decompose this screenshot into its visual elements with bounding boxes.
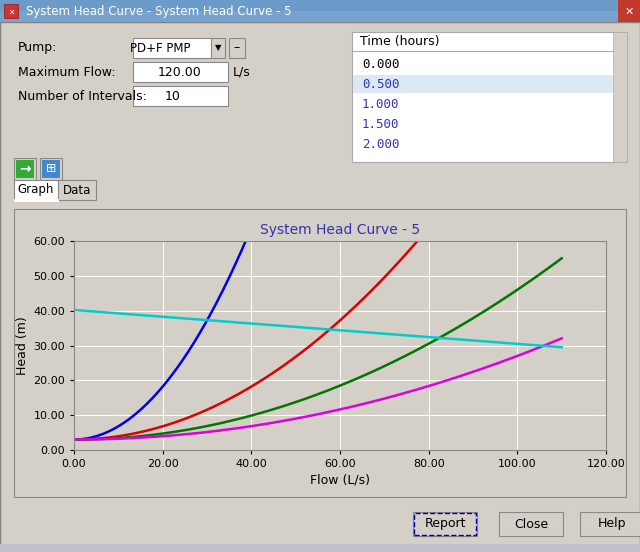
Text: Help: Help (598, 518, 627, 530)
Text: PD+F PMP: PD+F PMP (130, 41, 190, 55)
Bar (16, 160, 34, 178)
Bar (133, 86, 228, 106)
Y-axis label: Head (m): Head (m) (16, 316, 29, 375)
Bar (499, 512, 563, 536)
Text: 120.00: 120.00 (158, 66, 202, 78)
Bar (14, 180, 58, 200)
Text: 0.000: 0.000 (362, 57, 399, 71)
Bar (413, 512, 477, 536)
Text: Time (hours): Time (hours) (360, 35, 440, 49)
Text: System Head Curve - System Head Curve - 5: System Head Curve - System Head Curve - … (26, 6, 292, 19)
Bar (352, 51, 613, 52)
Bar (40, 158, 62, 180)
Text: Maximum Flow:: Maximum Flow: (18, 66, 116, 78)
Text: 2.000: 2.000 (362, 137, 399, 151)
Text: ✕: ✕ (624, 7, 634, 17)
Text: Graph: Graph (18, 183, 54, 197)
Text: 1.500: 1.500 (362, 118, 399, 130)
Text: 0.500: 0.500 (362, 77, 399, 91)
Bar (42, 160, 60, 178)
Bar (618, 0, 640, 22)
Bar (229, 38, 245, 58)
Text: –: – (234, 41, 240, 55)
Text: 10: 10 (165, 89, 181, 103)
Text: ⊞: ⊞ (45, 162, 56, 176)
Text: Pump:: Pump: (18, 41, 58, 55)
Bar (580, 512, 640, 536)
Bar (414, 513, 476, 535)
Bar (133, 38, 211, 58)
Bar (0, 0, 640, 22)
Bar (14, 158, 36, 180)
Title: System Head Curve - 5: System Head Curve - 5 (260, 223, 420, 237)
Text: Report: Report (424, 518, 466, 530)
Bar (58, 180, 96, 200)
Text: →: → (19, 162, 31, 176)
Text: ✕: ✕ (8, 8, 14, 17)
Bar (0, 11, 640, 22)
Text: Close: Close (514, 518, 548, 530)
Bar (4, 4, 18, 18)
Bar (352, 32, 627, 162)
Bar (353, 75, 613, 93)
Text: L/s: L/s (233, 66, 251, 78)
Bar (14, 199, 59, 202)
Text: Number of Intervals:: Number of Intervals: (18, 89, 147, 103)
Bar (613, 32, 627, 162)
Text: 1.000: 1.000 (362, 98, 399, 110)
Bar (14, 209, 626, 497)
Bar (211, 38, 225, 58)
Text: ▼: ▼ (215, 44, 221, 52)
X-axis label: Flow (L/s): Flow (L/s) (310, 473, 370, 486)
Bar (133, 62, 228, 82)
Text: Data: Data (63, 183, 91, 197)
Bar (0, 544, 640, 552)
